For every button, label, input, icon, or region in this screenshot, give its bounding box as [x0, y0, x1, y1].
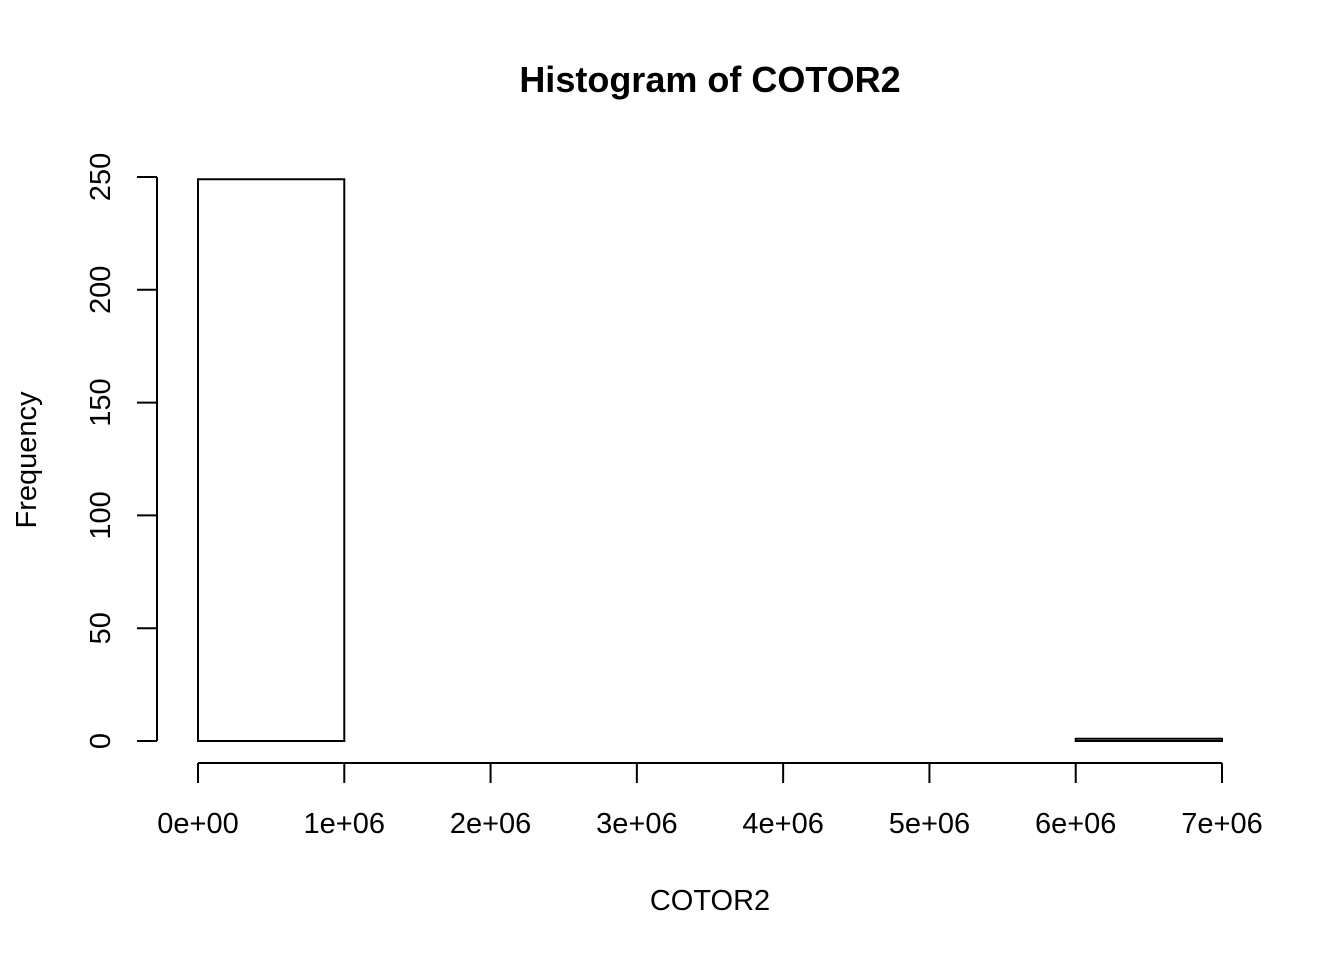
- y-tick-label-5: 250: [85, 153, 117, 201]
- y-tick-label-4: 200: [85, 266, 117, 314]
- x-tick-label-6: 6e+06: [1035, 808, 1116, 840]
- x-tick-label-5: 5e+06: [889, 808, 970, 840]
- histogram-bar-6: [1074, 737, 1223, 743]
- x-tick-label-2: 2e+06: [450, 808, 531, 840]
- y-tick-label-2: 100: [85, 491, 117, 539]
- x-tick-label-4: 4e+06: [742, 808, 823, 840]
- x-tick-label-1: 1e+06: [304, 808, 385, 840]
- y-axis: 0 50 100 150 200 250: [85, 153, 158, 749]
- y-axis-label: Frequency: [11, 391, 43, 529]
- x-tick-label-3: 3e+06: [596, 808, 677, 840]
- x-axis: 0e+00 1e+06 2e+06 3e+06 4e+06 5e+06 6e+06 7e+06: [157, 762, 1263, 840]
- y-tick-label-0: 0: [85, 733, 117, 749]
- y-tick-label-1: 50: [85, 612, 117, 644]
- y-tick-label-3: 150: [85, 378, 117, 426]
- histogram-bars: [197, 178, 1223, 743]
- histogram-bar-0: [197, 178, 346, 743]
- x-tick-label-0: 0e+00: [157, 808, 238, 840]
- chart-title: Histogram of COTOR2: [519, 59, 900, 100]
- x-axis-label: COTOR2: [650, 885, 770, 917]
- x-tick-label-7: 7e+06: [1181, 808, 1262, 840]
